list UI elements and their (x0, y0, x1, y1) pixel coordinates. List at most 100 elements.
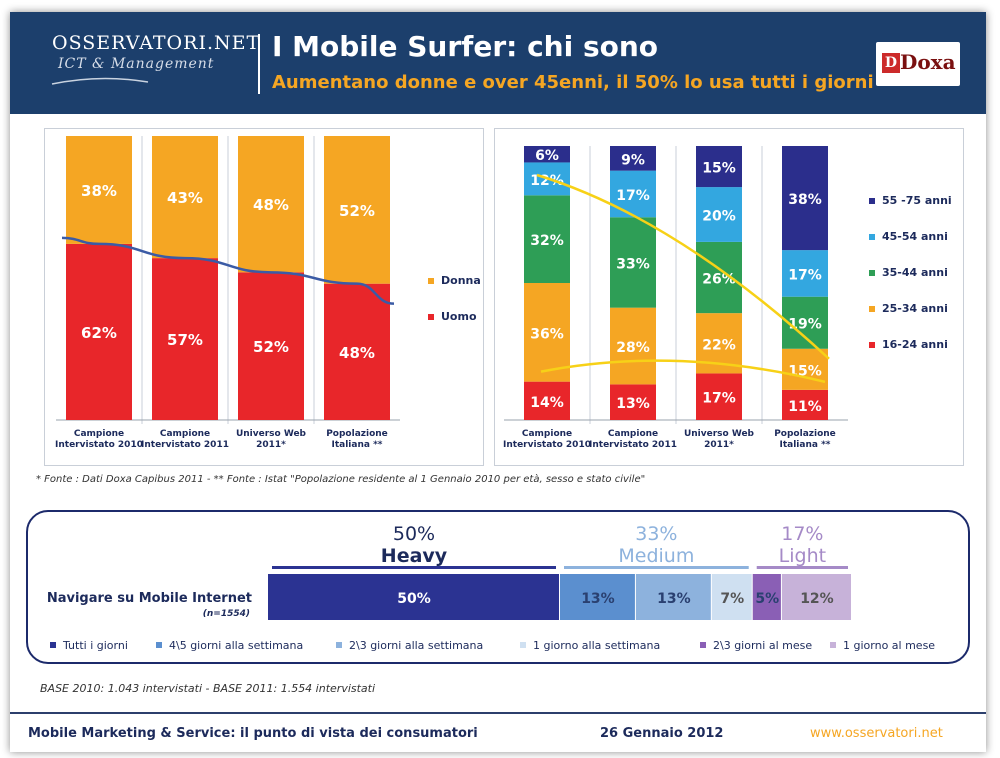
group-name-heavy: Heavy (381, 545, 448, 567)
slide: OSSERVATORI.NET ICT & Management I Mobil… (10, 12, 986, 752)
page-title: I Mobile Surfer: chi sono (272, 30, 659, 63)
bar-label-16-24-anni-3: 11% (788, 399, 822, 415)
bar-label-16-24-anni-1: 13% (616, 396, 650, 412)
legend-swatch-4-5-giorni-alla-settimana (156, 642, 162, 648)
category-label-0-0: Campione (522, 429, 572, 439)
bar-label-donna-2: 48% (253, 196, 289, 214)
bar-25-34-anni-1 (610, 307, 656, 385)
sample-base-note: BASE 2010: 1.043 intervistati - BASE 201… (40, 682, 376, 695)
bar-label-55-75-anni-1: 9% (621, 152, 645, 168)
bar-label-uomo-3: 48% (339, 344, 375, 362)
bar-16-24-anni-2 (696, 373, 742, 420)
segment-label-tutti-i-giorni: 50% (397, 591, 431, 607)
bar-label-45-54-anni-0: 12% (530, 173, 564, 189)
trend-line-16-24 (540, 359, 826, 384)
bar-35-44-anni-1 (610, 217, 656, 308)
bar-label-donna-0: 38% (81, 182, 117, 200)
bar-label-uomo-0: 62% (81, 324, 117, 342)
doxa-logo-text: Doxa (900, 50, 956, 74)
bar-25-34-anni-0 (524, 283, 570, 382)
footer-date: 26 Gennaio 2012 (600, 726, 724, 741)
bar-label-35-44-anni-0: 32% (530, 233, 564, 249)
legend-label-2-3-giorni-al-mese: 2\3 giorni al mese (713, 639, 812, 652)
legend-label-2-3-giorni-alla-settimana: 2\3 giorni alla settimana (349, 639, 483, 652)
group-pct-light: 17% (781, 523, 823, 545)
bar-label-uomo-2: 52% (253, 338, 289, 356)
category-label-1-0: Campione (608, 429, 658, 439)
bar-label-25-34-anni-0: 36% (530, 326, 564, 342)
logo-swoosh-icon (51, 77, 149, 85)
legend-swatch-uomo (428, 314, 434, 320)
category-label-1-1: Intervistato 2011 (589, 440, 677, 450)
legend-label-tutti-i-giorni: Tutti i giorni (62, 639, 128, 652)
legend-swatch-1-giorno-alla-settimana (520, 642, 526, 648)
legend-swatch-1-giorno-al-mese (830, 642, 836, 648)
category-label-2-0: Universo Web (684, 429, 755, 439)
legend-label-35-44-anni: 35-44 anni (882, 266, 948, 279)
legend-swatch-2-3-giorni-al-mese (700, 642, 706, 648)
legend-swatch-25-34-anni (869, 306, 875, 312)
bar-label-45-54-anni-1: 17% (616, 188, 650, 204)
segment-2-3-giorni-alla-settimana (635, 574, 711, 620)
legend-swatch-45-54-anni (869, 234, 875, 240)
segment-label-1-giorno-alla-settimana: 7% (720, 591, 744, 607)
footer-website-link[interactable]: www.osservatori.net (810, 726, 943, 741)
group-name-medium: Medium (618, 545, 694, 567)
category-label-3-1: Italiana ** (780, 440, 831, 450)
bar-16-24-anni-1 (610, 384, 656, 420)
bar-donna-1 (152, 136, 218, 259)
usage-frequency-panel: Navigare su Mobile Internet (n=1554) 50% He… (26, 510, 970, 664)
bar-label-25-34-anni-2: 22% (702, 337, 736, 353)
legend-label-25-34-anni: 25-34 anni (882, 302, 948, 315)
bar-label-35-44-anni-3: 19% (788, 317, 822, 333)
bar-label-16-24-anni-2: 17% (702, 391, 736, 407)
page-subtitle: Aumentano donne e over 45enni, il 50% lo… (272, 72, 874, 93)
group-underline-medium (564, 566, 749, 569)
legend-label-16-24-anni: 16-24 anni (882, 338, 948, 351)
usage-frequency-chart: Navigare su Mobile Internet(n=1554)50%He… (47, 523, 935, 652)
bar-16-24-anni-3 (782, 389, 828, 420)
bar-45-54-anni-2 (696, 187, 742, 242)
legend-swatch-35-44-anni (869, 270, 875, 276)
bar-label-donna-3: 52% (339, 202, 375, 220)
legend-label-4-5-giorni-alla-settimana: 4\5 giorni alla settimana (169, 639, 303, 652)
legend-label-donna: Donna (441, 274, 481, 287)
legend-label-55-75-anni: 55 -75 anni (882, 194, 952, 207)
footer-divider (10, 712, 986, 714)
doxa-mark-icon: D (882, 53, 900, 73)
segment-label-2-3-giorni-alla-settimana: 13% (657, 591, 691, 607)
bar-45-54-anni-3 (782, 250, 828, 297)
bar-uomo-0 (66, 243, 132, 420)
category-label-0-1: Intervistato 2010 (55, 440, 143, 450)
bar-16-24-anni-0 (524, 381, 570, 420)
bar-55-75-anni-1 (610, 146, 656, 171)
category-label-1-1: Intervistato 2011 (141, 440, 229, 450)
segment-label-2-3-giorni-al-mese: 5% (755, 591, 779, 607)
bar-45-54-anni-1 (610, 170, 656, 218)
trend-line-25-34 (536, 173, 830, 360)
legend-swatch-2-3-giorni-alla-settimana (336, 642, 342, 648)
group-underline-heavy (272, 566, 556, 569)
header-divider (258, 34, 260, 94)
source-footnote: * Fonte : Dati Doxa Capibus 2011 - ** Fo… (36, 474, 646, 485)
legend-label-45-54-anni: 45-54 anni (882, 230, 948, 243)
category-label-3-1: Italiana ** (332, 440, 383, 450)
bar-donna-0 (66, 136, 132, 244)
segment-2-3-giorni-al-mese (752, 574, 781, 620)
bar-35-44-anni-0 (524, 195, 570, 283)
category-label-2-0: Universo Web (236, 429, 307, 439)
logo-name: OSSERVATORI.NET (52, 32, 261, 54)
bar-label-55-75-anni-3: 38% (788, 192, 822, 208)
bar-uomo-1 (152, 258, 218, 420)
bar-label-55-75-anni-0: 6% (535, 148, 559, 164)
segment-label-1-giorno-al-mese: 12% (800, 591, 834, 607)
group-name-light: Light (779, 545, 826, 567)
legend-label-1-giorno-alla-settimana: 1 giorno alla settimana (533, 639, 660, 652)
bar-label-35-44-anni-2: 26% (702, 272, 736, 288)
segment-tutti-i-giorni (268, 574, 559, 620)
category-label-1-0: Campione (160, 429, 210, 439)
segment-label-4-5-giorni-alla-settimana: 13% (581, 591, 615, 607)
bar-donna-3 (324, 136, 390, 284)
